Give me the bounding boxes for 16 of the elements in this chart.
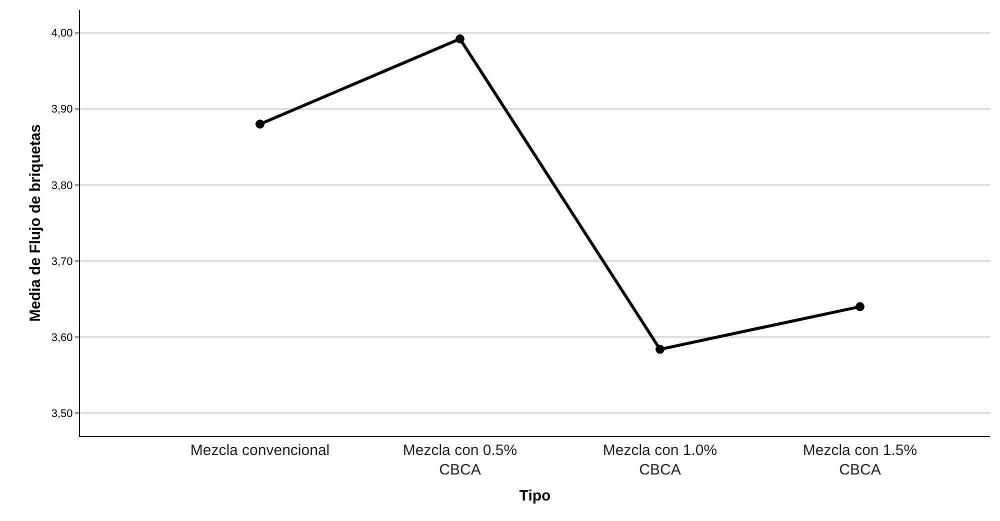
x-axis-title: Tipo — [519, 488, 551, 504]
point — [656, 344, 664, 354]
y-tick-label: 3,50 — [51, 408, 73, 420]
point — [856, 302, 864, 312]
x-tick-label: Mezcla con 0.5% CBCA — [402, 442, 518, 478]
x-tick-label: Mezcla convencional — [190, 442, 330, 459]
point — [256, 120, 264, 129]
x-tick-label: Mezcla con 1.5% CBCA — [802, 442, 918, 478]
point — [456, 34, 464, 44]
y-tick-label: 3,80 — [51, 180, 73, 192]
x-tick-label: Mezcla con 1.0% CBCA — [602, 442, 718, 478]
y-tick-label: 4,00 — [51, 28, 73, 40]
y-tick-label: 3,70 — [51, 256, 73, 268]
y-axis-title: Media de Flujo de briquetas — [27, 124, 44, 322]
y-tick-label: 3,90 — [51, 104, 73, 116]
y-tick-label: 3,60 — [51, 332, 73, 344]
